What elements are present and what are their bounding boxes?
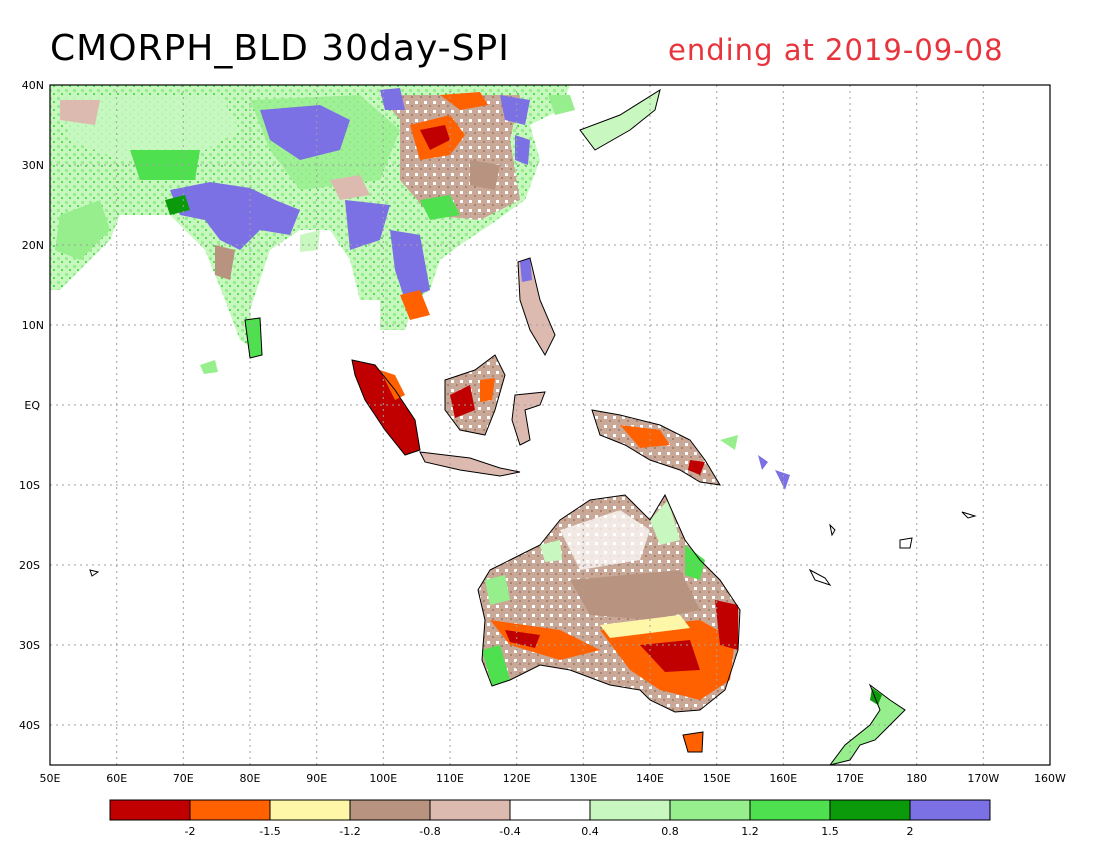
lon-tick-label: 60E [106, 772, 127, 785]
lon-tick-label: 160E [769, 772, 797, 785]
land-sumatra [352, 360, 420, 455]
lon-tick-label: 170W [967, 772, 999, 785]
lon-tick-label: 110E [436, 772, 464, 785]
lon-tick-label: 120E [503, 772, 531, 785]
colorbar-labels: -2 -1.5 -1.2 -0.8 -0.4 0.4 0.8 1.2 1.5 2 [185, 825, 914, 838]
colorbar-swatch [749, 799, 831, 821]
land-new-zealand [830, 685, 905, 765]
lon-tick-label: 160W [1034, 772, 1066, 785]
colorbar-label: 0.8 [661, 825, 679, 838]
lon-tick-label: 80E [240, 772, 261, 785]
lat-tick-label: 30N [22, 159, 44, 172]
lat-tick-label: 10S [19, 479, 40, 492]
lat-tick-label: 20N [22, 239, 44, 252]
lon-tick-label: 90E [306, 772, 327, 785]
colorbar-swatch [189, 799, 271, 821]
colorbar-swatch [109, 799, 191, 821]
lon-tick-label: 170E [836, 772, 864, 785]
colorbar-label: -0.8 [419, 825, 440, 838]
lat-tick-label: 40N [22, 79, 44, 92]
lat-tick-label: 30S [19, 639, 40, 652]
map-period: ending at 2019-09-08 [668, 33, 1004, 67]
lon-axis: 50E 60E 70E 80E 90E 100E 110E 120E 130E … [40, 772, 1067, 785]
colorbar-swatch [669, 799, 751, 821]
map-frame [49, 84, 1051, 766]
colorbar-label: -1.5 [259, 825, 280, 838]
colorbar-swatch [269, 799, 351, 821]
colorbar-swatch [829, 799, 911, 821]
lon-tick-label: 140E [636, 772, 664, 785]
lat-tick-label: 40S [19, 719, 40, 732]
colorbar-label: 1.2 [741, 825, 759, 838]
lat-tick-label: 20S [19, 559, 40, 572]
map-title: CMORPH_BLD 30day-SPI [50, 28, 510, 69]
lon-tick-label: 70E [173, 772, 194, 785]
colorbar-swatch [429, 799, 511, 821]
lon-tick-label: 150E [703, 772, 731, 785]
wet-india [170, 182, 300, 250]
lat-tick-label: 10N [22, 319, 44, 332]
colorbar-swatch [509, 799, 591, 821]
lon-tick-label: 180 [906, 772, 927, 785]
lat-axis: 40N 30N 20N 10N EQ 10S 20S 30S 40S [19, 79, 44, 732]
colorbar-label: -0.4 [499, 825, 520, 838]
colorbar-label: 0.4 [581, 825, 599, 838]
colorbar-label: -1.2 [339, 825, 360, 838]
colorbar-label: 2 [907, 825, 914, 838]
colorbar-swatch [589, 799, 671, 821]
colorbar-swatch [909, 799, 991, 821]
lon-tick-label: 130E [569, 772, 597, 785]
colorbar-swatch [349, 799, 431, 821]
graticule [50, 85, 1050, 765]
lat-tick-label: EQ [24, 399, 40, 412]
colorbar-label: -2 [185, 825, 196, 838]
colorbar [109, 799, 991, 821]
colorbar-label: 1.5 [821, 825, 839, 838]
lon-tick-label: 50E [40, 772, 61, 785]
coastlines [89, 88, 977, 765]
lon-tick-label: 100E [369, 772, 397, 785]
